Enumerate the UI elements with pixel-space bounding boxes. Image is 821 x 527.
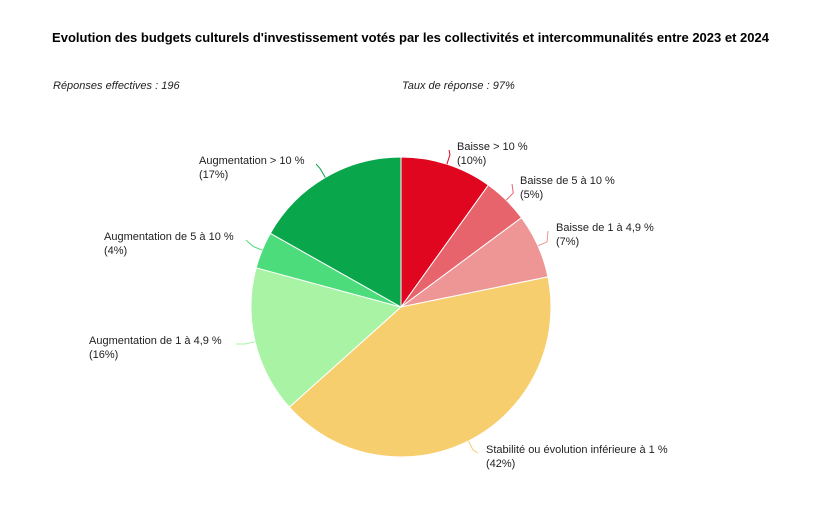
leader-line [468,440,479,454]
leader-line [446,149,451,165]
slice-label: Augmentation de 5 à 10 % (4%) [104,231,234,257]
chart-title: Evolution des budgets culturels d'invest… [52,30,769,45]
leader-line [537,230,549,247]
leader-line [505,183,514,201]
slice-label: Baisse > 10 % (10%) [457,141,528,167]
pie-slices [250,156,552,458]
slice-labels: Baisse > 10 % (10%) Baisse de 5 à 10 % (5%)… [89,141,668,470]
pie-slice [269,156,402,308]
leader-line [245,239,263,251]
slice-label: Augmentation de 1 à 4,9 % (16%) [89,335,222,361]
leader-lines [235,149,549,454]
leader-line [315,163,326,178]
slice-label: Baisse de 5 à 10 % (5%) [520,175,615,201]
slice-label: Baisse de 1 à 4,9 % (7%) [556,222,654,248]
slice-label: Augmentation > 10 % (17%) [199,155,305,181]
pie-slice [250,267,403,408]
slice-label: Stabilité ou évolution inférieure à 1 %(… [486,444,668,470]
pie-slice [288,276,552,458]
responses-count: Réponses effectives : 196 [53,80,180,92]
response-rate: Taux de réponse : 97% [402,80,515,92]
leader-line [235,341,256,345]
